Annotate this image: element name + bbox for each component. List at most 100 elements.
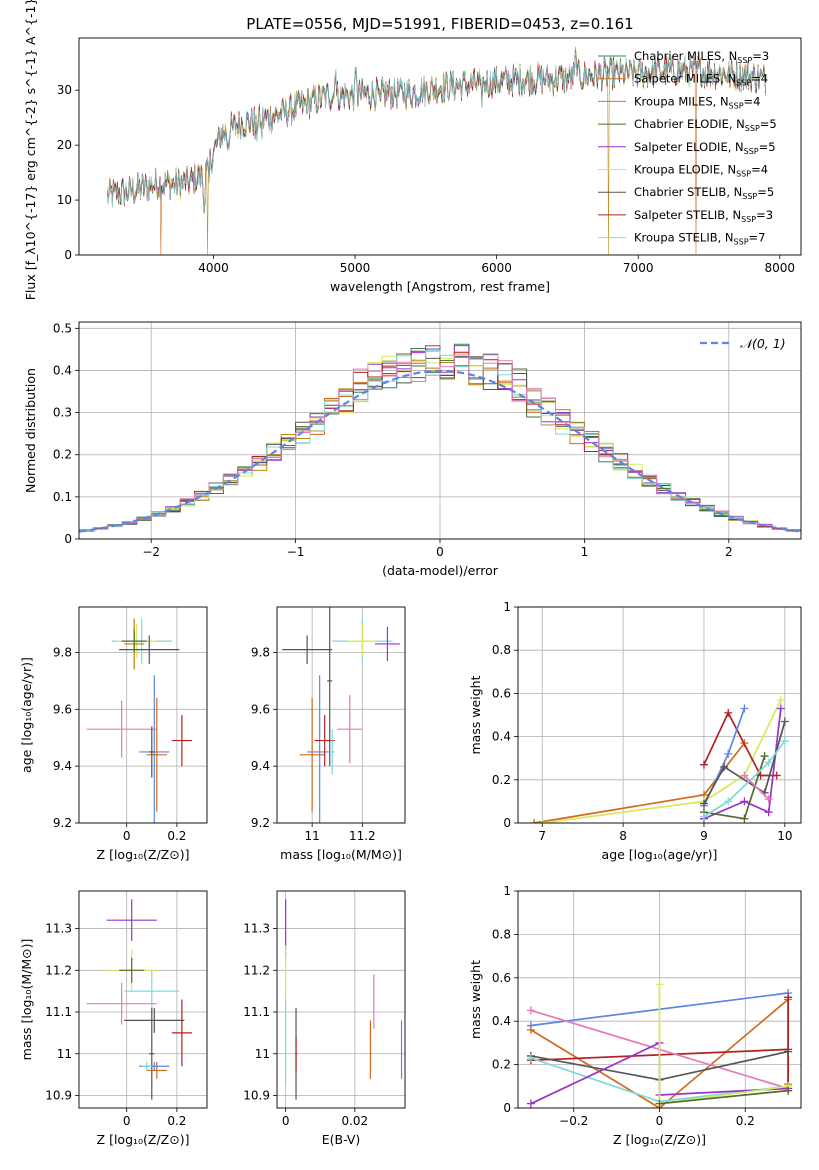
weight-point-marker [526,1025,535,1034]
y-tick-label: 0.2 [492,1058,511,1072]
legend-count: =7 [749,231,766,245]
weight-point-marker [655,980,664,989]
legend-entry: 𝒩(0, 1) [740,336,786,351]
legend-count: =3 [752,49,769,63]
x-tick-label: 7 [538,829,546,843]
weight-series-line [703,708,782,820]
figure-title: PLATE=0556, MJD=51991, FIBERID=0453, z=0… [246,15,633,33]
y-tick-label: 0.8 [492,643,511,657]
y-tick-label: 11.3 [45,922,72,936]
plot-area-age_vs_Z [86,618,192,823]
legend-entry: Chabrier STELIB, NSSP=5 [634,185,774,201]
legend-subscript: SSP [729,101,744,110]
legend-entry: Salpeter STELIB, NSSP=3 [634,208,773,224]
x-tick-label: 0 [656,1114,664,1128]
y-tick-label: 0 [64,532,72,546]
weight-point-marker [780,717,789,726]
y-tick-label: 9.8 [53,645,72,659]
x-tick-label: 1 [581,545,589,559]
y-tick-label: 11 [57,1047,72,1061]
weight-series-line [658,984,789,1105]
x-tick-label: 0.2 [167,829,186,843]
weight-point-marker [724,708,733,717]
legend-entry: Chabrier MILES, NSSP=3 [634,49,769,65]
y-axis-label: mass [log₁₀(M/M⊙)] [19,939,34,1061]
y-tick-label: 0 [503,1101,511,1115]
weight-point-marker [655,1099,664,1108]
weight-point-marker [772,771,781,780]
legend-count: =5 [760,117,777,131]
normal-curve [79,369,801,533]
plot-area-mass_vs_Z [86,899,192,1100]
y-tick-label: 10.9 [45,1088,72,1102]
panel-residual_histogram: −2 −1 0 1 2 0 0.1 0.2 0.3 0.4 0.5 (data-model)/erro… [23,321,802,578]
x-tick-label: 8 [619,829,627,843]
y-tick-label: 10 [57,193,72,207]
y-tick-label: 9.2 [53,816,72,830]
x-tick-label: 0.02 [341,1114,368,1128]
y-tick-label: 1 [503,884,511,898]
y-tick-label: 0.1 [53,490,72,504]
y-tick-label: 0.2 [53,448,72,462]
legend-entry: Chabrier ELODIE, NSSP=5 [634,117,777,133]
axes-frame [276,890,406,1109]
y-tick-label: 0 [503,816,511,830]
x-tick-label: 5000 [340,261,371,275]
legend-count: =4 [744,94,761,108]
weight-point-marker [776,704,785,713]
x-tick-label: 11 [304,829,319,843]
y-tick-label: 9.2 [251,816,270,830]
weight-point-marker [764,808,773,817]
y-tick-label: 9.4 [53,759,72,773]
legend-subscript: SSP [736,170,751,179]
legend-entry: Salpeter ELODIE, NSSP=5 [634,140,776,156]
y-axis-label: mass weight [468,960,483,1039]
y-tick-label: 30 [57,83,72,97]
x-tick-label: −0.2 [559,1114,588,1128]
x-axis-label: (data-model)/error [382,563,499,578]
plot-area-weight_vs_age [530,695,789,823]
legend-entry: Kroupa MILES, NSSP=4 [634,94,760,110]
weight-point-marker [526,1054,535,1063]
legend-count: =5 [757,185,774,199]
x-tick-label: 0.2 [736,1114,755,1128]
weight-point-marker [720,762,729,771]
x-tick-label: 9 [700,829,708,843]
weight-point-marker [764,795,773,804]
weight-point-marker [740,797,749,806]
y-axis-label: age [log₁₀(age/yr)] [19,657,34,773]
weight-point-marker [526,1006,535,1015]
x-axis-label: E(B-V) [322,1132,361,1147]
legend-subscript: SSP [736,79,751,88]
legend-subscript: SSP [745,124,760,133]
weight-point-marker [699,760,708,769]
weight-series-line [703,721,786,805]
plot-area-spectrum [107,46,766,255]
y-tick-label: 9.4 [251,759,270,773]
x-axis-label: Z [log₁₀(Z/Z⊙)] [97,1132,190,1147]
y-axis-label: Normed distribution [23,368,38,493]
y-tick-label: 0.4 [53,363,72,377]
weight-point-marker [526,1099,535,1108]
x-axis-label: wavelength [Angstrom, rest frame] [330,279,550,294]
spectrum-legend: Chabrier MILES, NSSP=3 Salpeter MILES, NS… [598,49,777,247]
weight-point-marker [784,1047,793,1056]
x-tick-label: −1 [287,545,305,559]
weight-point-marker [776,695,785,704]
x-tick-label: 0 [436,545,444,559]
y-tick-label: 9.8 [251,645,270,659]
y-tick-label: 11.2 [243,963,270,977]
legend-subscript: SSP [742,192,757,201]
panel-age_vs_mass: 11 11.2 9.2 9.4 9.6 9.8 mass [log₁₀(M/M⊙)] [251,606,406,862]
legend-subscript: SSP [744,147,759,156]
y-axis-label: mass weight [468,675,483,754]
x-tick-label: 0 [123,829,131,843]
weight-point-marker [784,1086,793,1095]
plot-area-weight_vs_Z [526,980,793,1108]
x-tick-label: 6000 [481,261,512,275]
y-tick-label: 0.6 [492,971,511,985]
panel-weight_vs_Z: −0.2 0 0.2 0 0.2 0.4 0.6 0.8 1 Z [log₁₀(Z/Z⊙)] mas… [468,884,802,1147]
panel-mass_vs_ebv: 0 0.02 10.9 11 11.1 11.2 11.3 E(B-V) [243,890,406,1147]
panel-mass_vs_Z: 0 0.2 10.9 11 11.1 11.2 11.3 Z [log₁₀(Z/Z⊙)] mas… [19,890,208,1147]
